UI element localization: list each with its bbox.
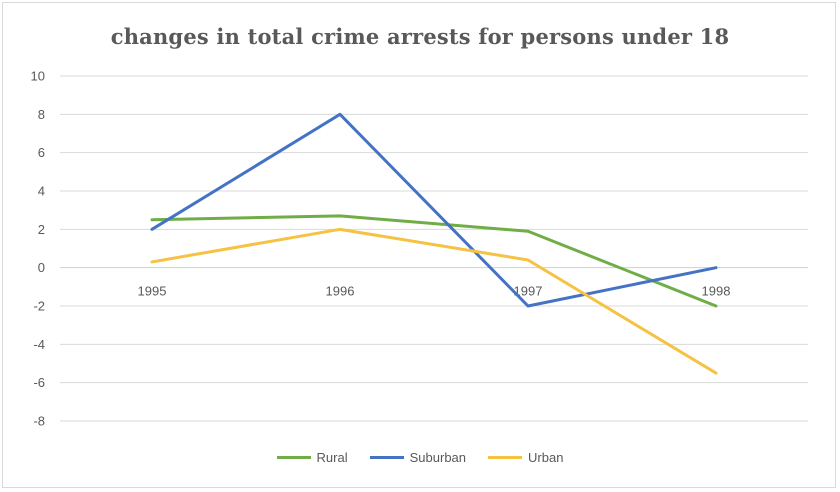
y-tick-label: 4 [38, 184, 45, 199]
series-line-suburban [150, 112, 718, 308]
y-tick-label: -6 [33, 375, 45, 390]
legend-label: Rural [316, 450, 348, 465]
y-tick-label: 2 [38, 222, 45, 237]
y-tick-label: 10 [31, 69, 45, 84]
legend-swatch [488, 456, 523, 459]
legend-swatch [276, 456, 311, 459]
legend-item-suburban: Suburban [369, 450, 467, 465]
legend-label: Suburban [409, 450, 467, 465]
series-line-rural [150, 214, 718, 308]
x-tick-label: 1998 [702, 284, 731, 299]
y-tick-label: -2 [33, 299, 45, 314]
legend-item-rural: Rural [276, 450, 348, 465]
y-tick-label: 8 [38, 107, 45, 122]
x-tick-label: 1995 [138, 284, 167, 299]
legend-item-urban: Urban [488, 450, 563, 465]
series-line-urban [150, 227, 718, 375]
legend-swatch [369, 456, 404, 459]
y-tick-label: 0 [38, 260, 45, 275]
chart-title: changes in total crime arrests for perso… [110, 24, 730, 49]
x-tick-label: 1996 [326, 284, 355, 299]
legend-label: Urban [528, 450, 564, 465]
x-tick-label: 1997 [514, 284, 543, 299]
y-tick-label: 6 [38, 145, 45, 160]
y-tick-label: -8 [33, 414, 45, 429]
y-tick-label: -4 [33, 337, 45, 352]
legend: Rural Suburban Urban [0, 450, 840, 465]
